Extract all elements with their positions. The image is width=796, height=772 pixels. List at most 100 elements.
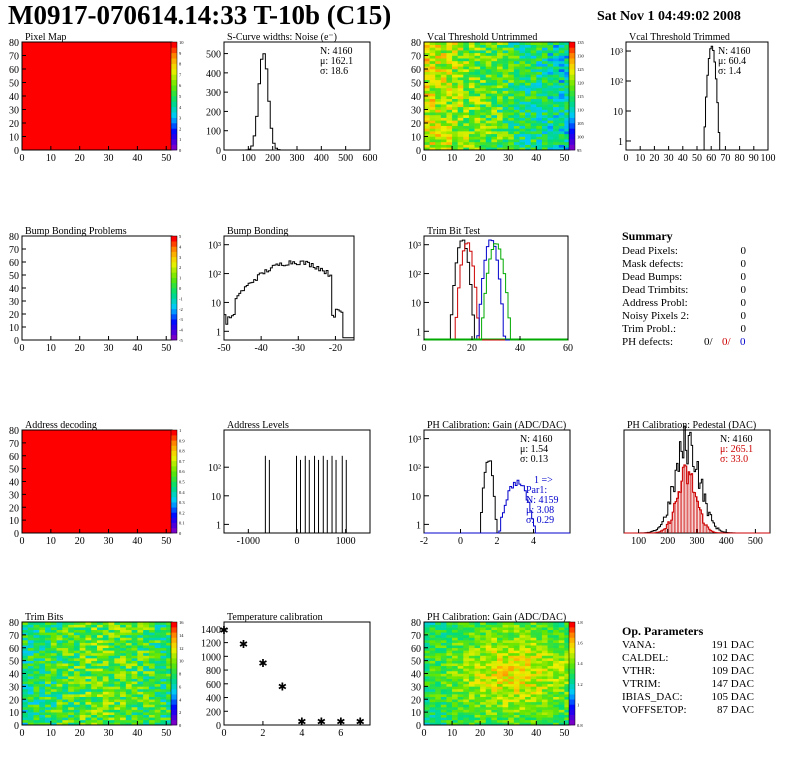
heatmap-cell [435,699,442,703]
heatmap-cell [446,709,453,713]
heatmap-cell [502,645,509,649]
heatmap-cell [525,106,531,110]
heatmap-cell [536,699,543,703]
heatmap-cell [525,668,531,672]
heatmap-cell [474,87,481,91]
heatmap-cell [39,691,46,695]
heatmap-cell [519,627,526,631]
heatmap-cell [547,694,554,697]
heatmap-cell [154,655,161,659]
heatmap-cell [452,104,458,108]
heatmap-cell [485,139,492,143]
heatmap-cell [452,663,458,667]
heatmap-cell [564,71,571,75]
heatmap-cell [463,627,470,631]
heatmap-cell [558,117,565,121]
heatmap-cell [446,69,453,72]
heatmap-cell [480,117,487,121]
heatmap-cell [519,686,526,690]
heatmap-cell [452,98,458,102]
heatmap-cell [525,665,531,669]
heatmap-cell [564,77,571,81]
heatmap-cell [22,686,29,690]
heatmap-cell [480,87,487,91]
y-tick-label: 30 [411,106,421,117]
heatmap-cell [463,712,470,715]
heatmap-cell [452,114,458,118]
heatmap-cell [547,681,554,685]
op-param-value: 109 DAC [711,665,754,677]
heatmap-cell [166,642,173,646]
heatmap-cell [553,632,560,636]
heatmap-cell [120,665,127,669]
x-tick-label: 200 [265,153,280,164]
heatmap-cell [497,104,503,108]
heatmap-cell [39,650,46,654]
heatmap-cell [468,632,475,636]
palette-label: 0.4 [179,490,185,495]
heatmap-cell [508,632,515,636]
x-tick-label: 300 [290,153,305,164]
heatmap-cell [440,50,447,54]
heatmap-cell [474,701,481,705]
heatmap-cell [97,652,104,656]
heatmap-cell [62,668,69,672]
heatmap-cell [50,668,57,672]
heatmap-cell [485,71,492,75]
x-tick-label: 500 [338,153,353,164]
palette-frame [170,41,178,151]
heatmap-cell [508,652,515,656]
heatmap-cell [440,722,447,726]
heatmap-cell [547,650,554,654]
heatmap-cell [85,688,92,692]
heatmap-cell [474,136,481,140]
scatter-point: ✱ [219,625,228,637]
heatmap-cell [491,93,498,97]
palette-label: 0.1 [179,521,185,526]
fit-annotation: N: 4159 [526,495,559,506]
heatmap-cell [435,85,442,89]
heatmap-cell [120,624,127,628]
heatmap-cell [68,676,75,679]
heatmap-cell [497,660,503,664]
heatmap-cell [452,696,458,700]
heatmap-cell [440,63,447,67]
heatmap-cell [457,58,464,62]
heatmap-cell [108,678,115,682]
heatmap-cell [564,50,571,54]
palette-label: -1 [179,296,183,301]
heatmap-cell [491,668,498,672]
heatmap-cell [480,85,487,89]
heatmap-cell [480,120,487,124]
heatmap-cell [497,688,503,692]
heatmap-cell [541,634,548,638]
heatmap-cell [558,637,565,641]
heatmap-cell [530,673,537,677]
heatmap-cell [137,660,144,664]
heatmap-cell [525,714,531,718]
heatmap-cell [513,71,520,75]
heatmap-cell [446,141,453,145]
heatmap-cell [120,637,127,641]
heatmap-cell [491,63,498,67]
heatmap-cell [446,645,453,649]
palette-step [171,282,177,289]
heatmap-cell [56,694,63,697]
heatmap-cell [553,696,560,700]
heatmap-cell [73,696,80,700]
heatmap-cell [480,714,487,718]
heatmap-cell [564,704,571,708]
heatmap-cell [530,665,537,669]
heatmap-cell [108,722,115,726]
heatmap-cell [553,82,560,86]
heatmap-cell [463,96,470,99]
heatmap-cell [39,660,46,664]
heatmap-cell [435,123,442,126]
heatmap-cell [45,642,52,646]
heatmap-cell [457,691,464,695]
heatmap-cell [480,55,487,59]
heatmap-cell [525,50,531,54]
y-tick-label: 200 [206,107,221,118]
